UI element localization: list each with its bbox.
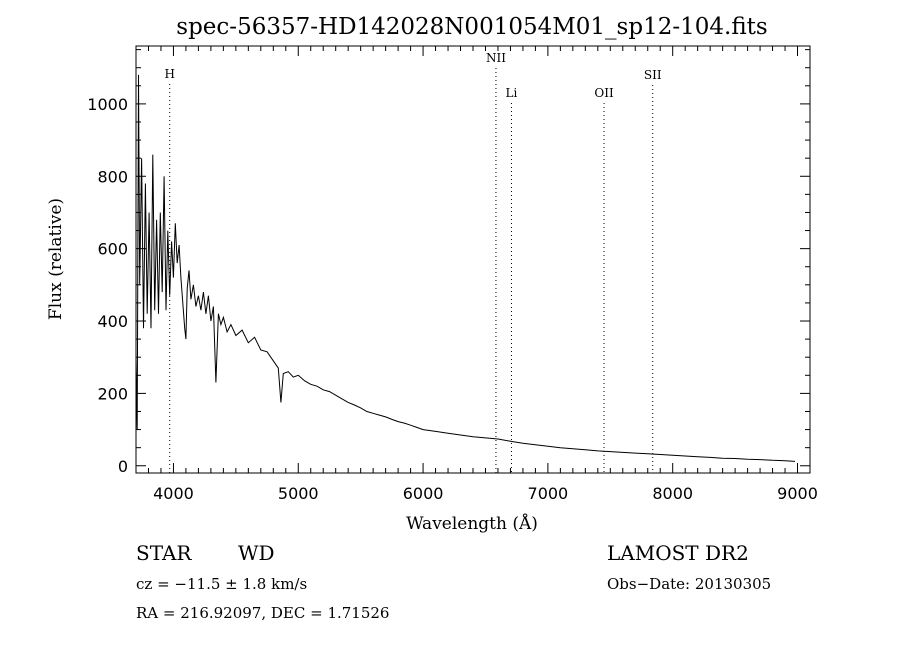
- y-tick-label: 0: [118, 457, 128, 476]
- x-tick-label: 8000: [652, 484, 693, 503]
- marker-label: OII: [594, 86, 614, 100]
- survey-name: LAMOST DR2: [607, 541, 749, 565]
- x-tick-label: 5000: [278, 484, 319, 503]
- y-tick-label: 600: [97, 240, 128, 259]
- obs-date: Obs−Date: 20130305: [607, 575, 772, 593]
- redshift-text: cz = −11.5 ± 1.8 km/s: [136, 575, 308, 593]
- y-axis-label: Flux (relative): [46, 198, 66, 320]
- marker-label: Li: [506, 86, 518, 100]
- x-tick-label: 6000: [403, 484, 444, 503]
- plot-frame: [135, 45, 811, 474]
- marker-label: H: [164, 67, 174, 81]
- marker-label: SII: [644, 68, 662, 82]
- spectrum-line: [135, 74, 796, 462]
- axis-ticks: 4000 5000 6000 7000 8000 9000 0 200 400 600 800 100…: [87, 46, 818, 503]
- object-class: STAR: [136, 541, 192, 565]
- y-tick-label: 800: [97, 167, 128, 186]
- marker-label: NII: [486, 51, 506, 65]
- y-tick-label: 400: [97, 312, 128, 331]
- x-tick-label: 9000: [777, 484, 818, 503]
- x-tick-label: 4000: [153, 484, 194, 503]
- chart-title: spec-56357-HD142028N001054M01_sp12-104.f…: [176, 14, 767, 40]
- object-subclass: WD: [238, 541, 275, 565]
- line-markers: H NII Li OII SII: [164, 51, 662, 473]
- x-tick-label: 7000: [528, 484, 569, 503]
- x-axis-label: Wavelength (Å): [406, 513, 538, 534]
- y-tick-label: 200: [97, 384, 128, 403]
- y-tick-label: 1000: [87, 95, 128, 114]
- coordinates: RA = 216.92097, DEC = 1.71526: [136, 604, 390, 622]
